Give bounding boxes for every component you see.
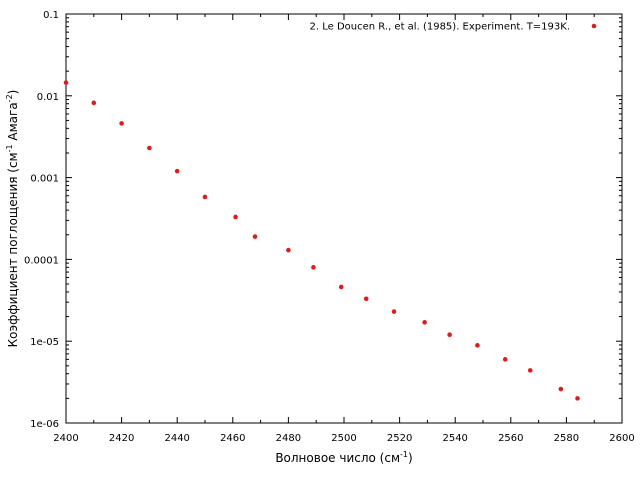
- x-tick-label: 2580: [554, 433, 579, 444]
- legend-marker: [591, 23, 597, 29]
- x-tick-label: 2500: [331, 433, 356, 444]
- axis-ticks: [65, 13, 623, 424]
- data-point: [475, 343, 480, 348]
- data-point: [363, 296, 369, 302]
- data-point: [91, 100, 97, 106]
- data-point: [311, 265, 316, 270]
- x-tick-label: 2540: [442, 433, 467, 444]
- x-tick-label: 2480: [276, 433, 301, 444]
- x-tick-label: 2440: [164, 433, 189, 444]
- data-point: [447, 332, 452, 338]
- x-tick-label: 2420: [109, 433, 134, 444]
- y-axis-label-sup2: -2: [5, 94, 14, 102]
- x-axis-label-sup: -1: [400, 450, 408, 459]
- x-tick-label: 2460: [220, 433, 245, 444]
- tick-labels: 2400 2420 2440 2460 2480 2500 2520 2540 2560 2580…: [24, 10, 635, 444]
- y-tick-label: 0.1: [43, 10, 59, 21]
- data-points: [63, 80, 580, 401]
- y-tick-label: 0.0001: [24, 255, 59, 266]
- y-axis-label-end: ): [6, 90, 20, 95]
- data-point: [527, 368, 533, 373]
- data-point: [252, 234, 258, 239]
- x-tick-label: 2600: [609, 433, 634, 444]
- data-point: [147, 145, 152, 151]
- data-point: [202, 194, 208, 200]
- x-axis-label: Волновое число (см-1): [275, 450, 412, 465]
- y-axis-label-mid: Амага: [6, 102, 20, 144]
- data-point: [502, 357, 508, 362]
- y-axis-label-sup1: -1: [5, 144, 14, 152]
- x-axis-label-end: ): [408, 451, 413, 465]
- data-point: [174, 168, 180, 174]
- x-tick-label: 2400: [53, 433, 78, 444]
- data-point: [391, 309, 397, 314]
- y-tick-label: 1e-05: [30, 337, 59, 348]
- data-point: [233, 214, 238, 220]
- y-axis-label-main: Коэффициент поглощения (см: [6, 152, 20, 347]
- data-point: [422, 320, 427, 325]
- data-point: [558, 386, 564, 392]
- y-axis-label: Коэффициент поглощения (см-1 Амага-2): [5, 90, 20, 348]
- data-point: [286, 247, 291, 253]
- data-point: [575, 396, 580, 401]
- y-tick-label: 1e-06: [30, 419, 59, 430]
- x-axis-label-main: Волновое число (см: [275, 451, 400, 465]
- x-tick-label: 2520: [387, 433, 412, 444]
- data-point: [119, 121, 124, 126]
- x-tick-label: 2560: [498, 433, 523, 444]
- legend-label: 2. Le Doucen R., et al. (1985). Experime…: [310, 22, 570, 33]
- data-point: [338, 284, 344, 290]
- legend-point: [591, 23, 597, 29]
- y-tick-label: 0.01: [37, 92, 59, 103]
- data-point: [63, 80, 69, 85]
- y-tick-label: 0.001: [30, 174, 59, 185]
